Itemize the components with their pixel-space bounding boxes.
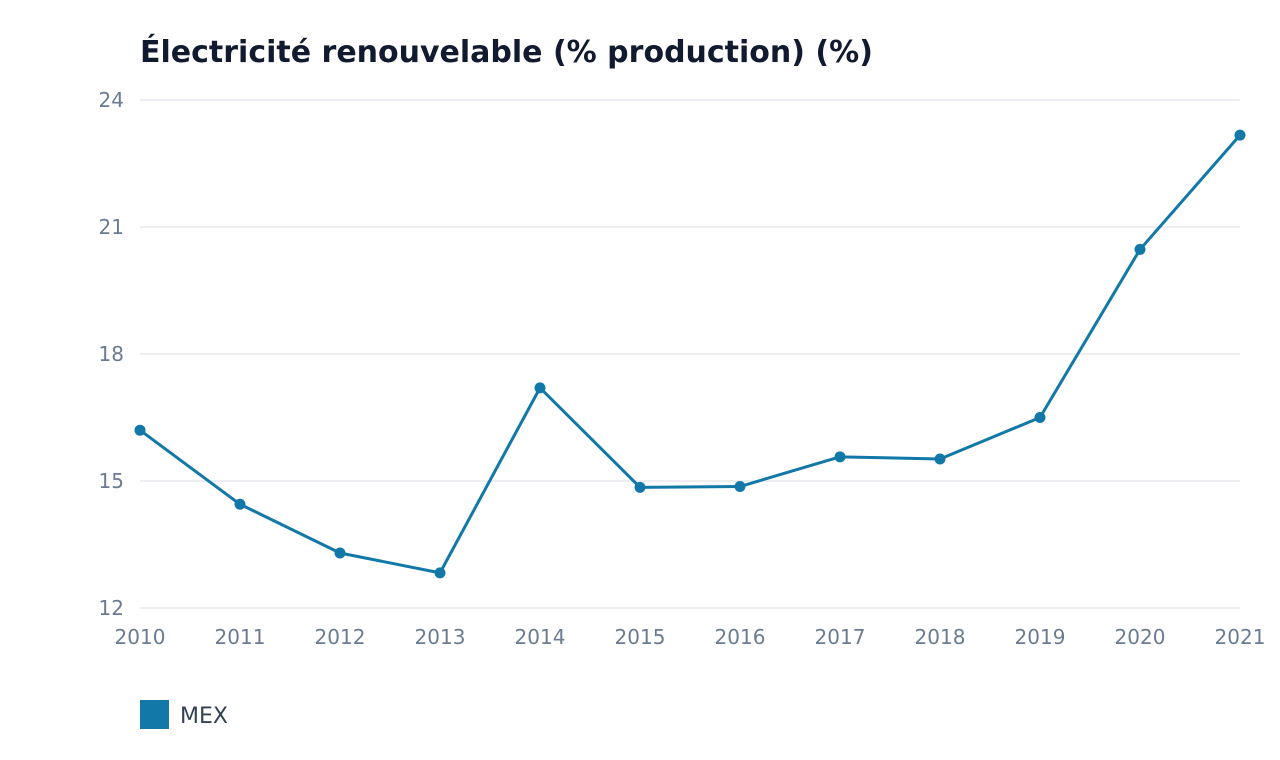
data-point[interactable] (434, 567, 446, 579)
series-line-mex (138, 133, 1242, 575)
chart-title: Électricité renouvelable (% production) … (140, 34, 873, 70)
x-tick-label: 2013 (415, 625, 466, 649)
x-tick-label: 2015 (615, 625, 666, 649)
x-tick-label: 2010 (115, 625, 166, 649)
data-point[interactable] (334, 547, 346, 559)
series-layer (134, 129, 1246, 579)
data-point[interactable] (934, 453, 946, 465)
data-point[interactable] (734, 481, 746, 493)
legend: MEX (140, 700, 228, 729)
data-point[interactable] (134, 424, 146, 436)
y-axis-ticks: 12 15 18 21 24 (99, 88, 124, 620)
y-tick-label: 18 (99, 342, 124, 366)
x-tick-label: 2020 (1115, 625, 1166, 649)
legend-swatch (140, 700, 169, 729)
data-point[interactable] (534, 382, 546, 394)
data-point[interactable] (1234, 129, 1246, 141)
data-point[interactable] (234, 498, 246, 510)
data-point[interactable] (1134, 243, 1146, 255)
x-tick-label: 2012 (315, 625, 366, 649)
x-axis-ticks: 2010 2011 2012 2013 2014 2015 2016 2017 2018 2019… (115, 625, 1266, 649)
x-tick-label: 2018 (915, 625, 966, 649)
gridlines (140, 99, 1240, 609)
y-tick-label: 15 (99, 469, 124, 493)
x-tick-label: 2011 (215, 625, 266, 649)
y-tick-label: 24 (99, 88, 124, 112)
data-point[interactable] (634, 481, 646, 493)
legend-label: MEX (180, 704, 228, 729)
x-tick-label: 2014 (515, 625, 566, 649)
y-tick-label: 21 (99, 215, 124, 239)
data-point[interactable] (834, 451, 846, 463)
x-tick-label: 2021 (1215, 625, 1266, 649)
data-point[interactable] (1034, 412, 1046, 423)
x-tick-label: 2017 (815, 625, 866, 649)
x-tick-label: 2016 (715, 625, 766, 649)
x-tick-label: 2019 (1015, 625, 1066, 649)
y-tick-label: 12 (99, 596, 124, 620)
